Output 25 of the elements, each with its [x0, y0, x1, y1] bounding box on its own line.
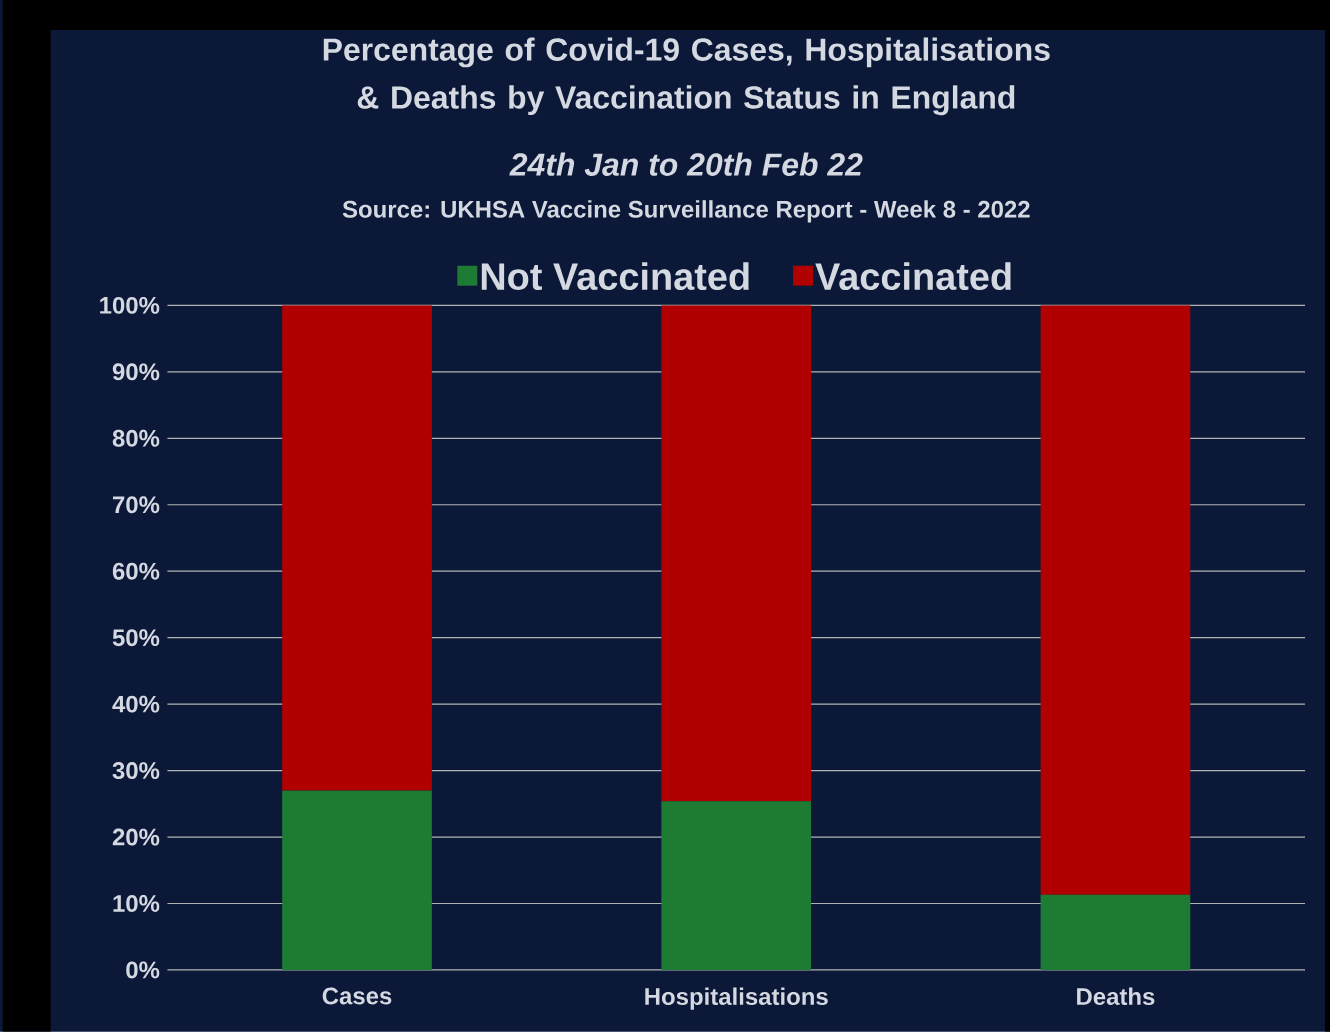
- x-tick-label: Cases: [322, 987, 392, 1005]
- chart-title: Percentage of Covid-19 Cases, Hospitalisations & Deaths by Vaccination Status in England: [323, 37, 1050, 116]
- y-tick-label: 50%: [112, 629, 160, 647]
- x-tick-label: Deaths: [1077, 987, 1155, 1006]
- y-tick-label: 90%: [112, 363, 160, 381]
- y-tick-label: 100%: [100, 296, 160, 314]
- bar: [282, 790, 432, 971]
- source-note: Source: UKHSA Vaccine Surveillance Report - Week 8 - 2022: [342, 200, 1030, 223]
- legend-label: Not Vaccinated: [481, 262, 749, 291]
- legend-label: Vaccinated: [815, 262, 1011, 291]
- y-tick-label: 80%: [112, 429, 160, 447]
- bar: [282, 305, 432, 791]
- y-tick-label: 30%: [112, 762, 160, 780]
- bar: [1040, 894, 1191, 971]
- bar: [661, 801, 812, 971]
- y-tick-label: 20%: [112, 828, 160, 846]
- y-tick-label: 70%: [113, 496, 160, 514]
- y-tick-label: 10%: [113, 895, 160, 913]
- x-tick-label: Hospitalisations: [645, 987, 828, 1010]
- y-tick-label: 0%: [126, 961, 160, 979]
- chart-subtitle: 24th Jan to 20th Feb 22: [509, 152, 863, 177]
- y-tick-label: 60%: [112, 562, 160, 580]
- y-tick-label: 40%: [112, 695, 160, 713]
- bar: [1040, 305, 1191, 895]
- bar: [661, 305, 812, 802]
